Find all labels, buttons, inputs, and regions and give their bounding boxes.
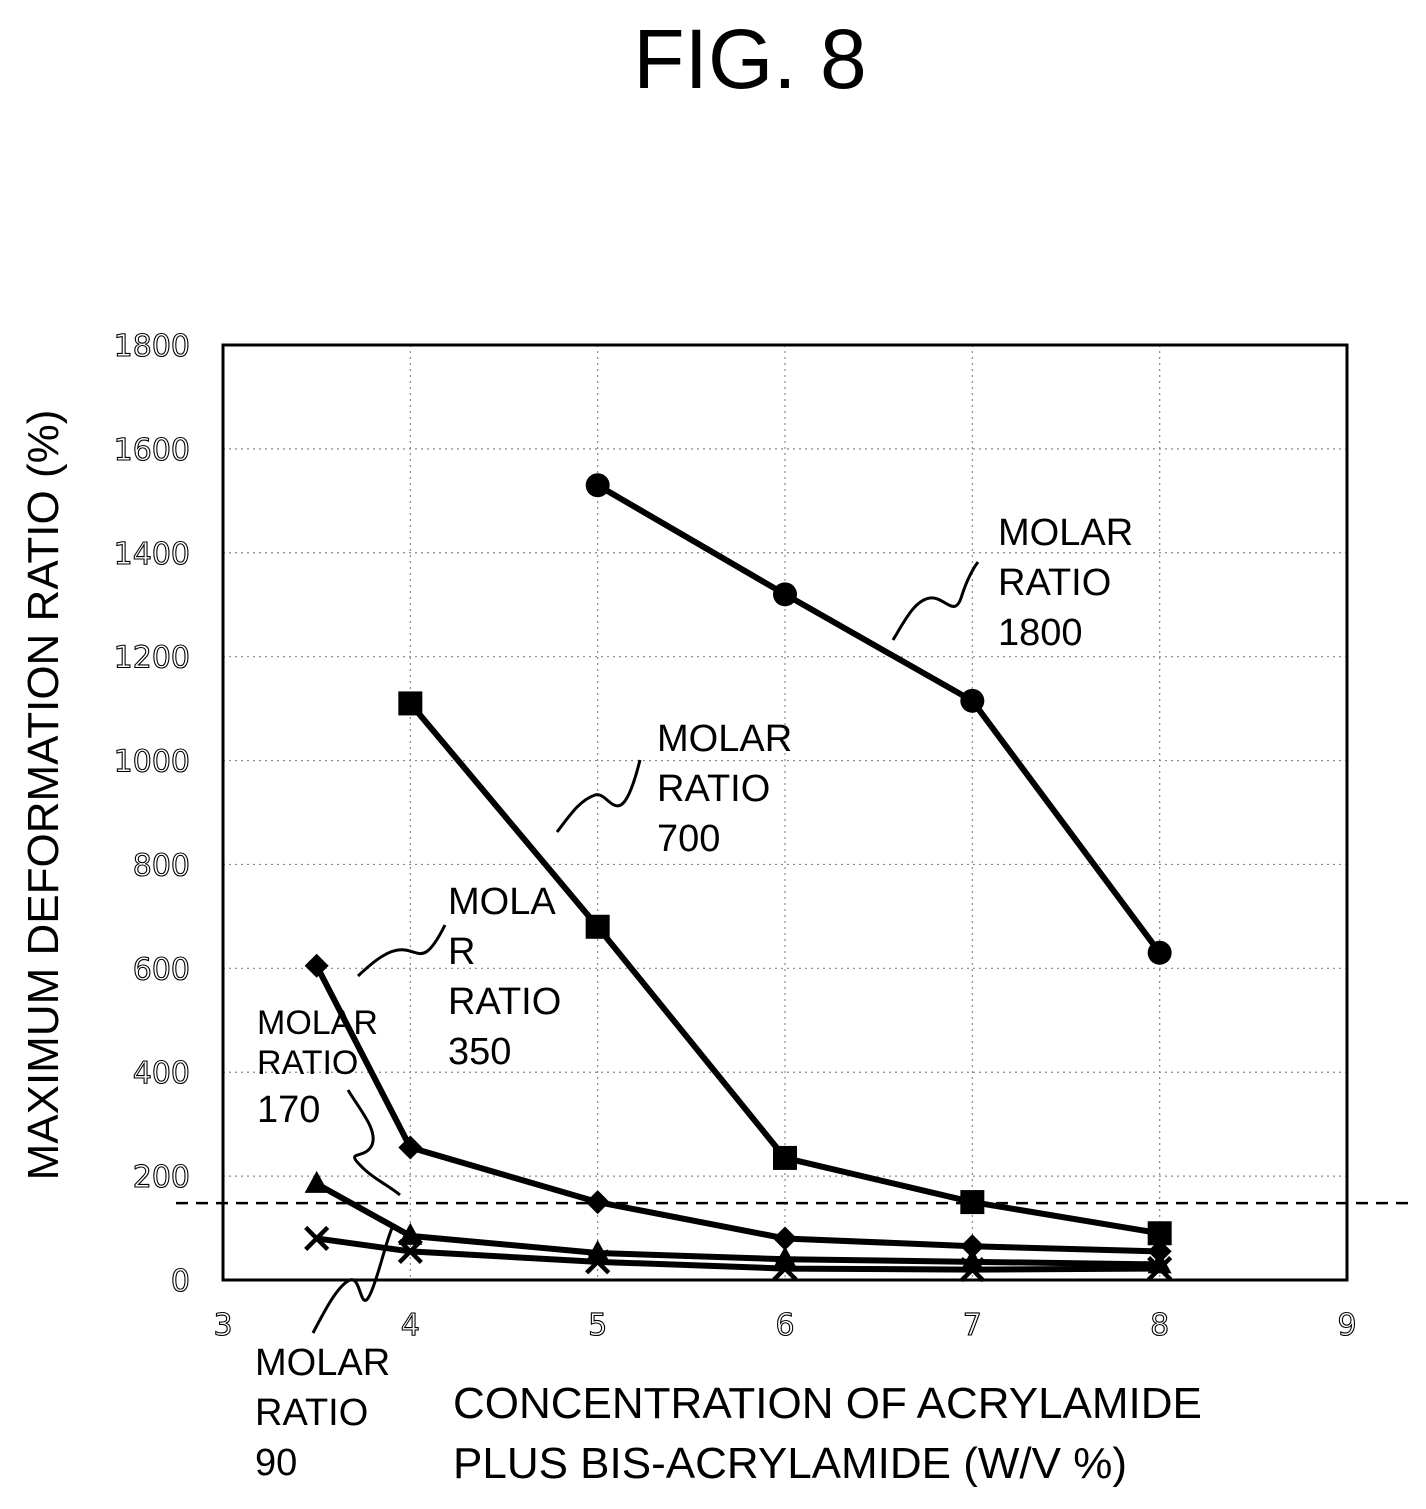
data-point-x xyxy=(304,1225,330,1252)
leader-line-1800 xyxy=(891,561,980,641)
series-diamond xyxy=(304,953,1172,1264)
x-tick-label: 9 xyxy=(1337,1308,1356,1343)
data-point-circle xyxy=(773,582,797,607)
y-tick-label: 1200 xyxy=(114,641,190,676)
annotation-350-line-4: 350 xyxy=(448,1031,511,1073)
data-point-diamond xyxy=(304,953,329,978)
data-point-x xyxy=(772,1255,798,1282)
data-point-diamond xyxy=(585,1190,610,1215)
annotation-700-line-1: MOLAR xyxy=(657,718,792,760)
annotation-350-line-1: MOLA xyxy=(448,881,556,923)
annotation-molar-ratio-170: MOLAR RATIO 170 xyxy=(257,1004,378,1131)
x-axis-label-line-2: PLUS BIS-ACRYLAMIDE (W/V %) xyxy=(453,1439,1127,1488)
annotation-700-line-3: 700 xyxy=(657,818,720,860)
y-tick-label: 800 xyxy=(133,848,190,883)
y-tick-label: 0 xyxy=(171,1264,190,1299)
y-tick-label: 1600 xyxy=(114,433,190,468)
data-point-square xyxy=(585,914,610,939)
x-tick-label: 8 xyxy=(1150,1308,1169,1343)
annotation-90-line-2: RATIO xyxy=(255,1392,368,1434)
annotation-1800-line-3: 1800 xyxy=(998,612,1083,654)
data-point-diamond xyxy=(398,1135,423,1160)
annotation-molar-ratio-90: MOLAR RATIO 90 xyxy=(255,1342,390,1484)
data-point-triangle xyxy=(398,1222,423,1245)
data-point-square xyxy=(773,1145,797,1170)
x-axis-label-line-1: CONCENTRATION OF ACRYLAMIDE xyxy=(453,1379,1202,1428)
leader-line-170 xyxy=(346,1089,401,1197)
data-point-triangle xyxy=(304,1170,329,1193)
series-layer xyxy=(304,473,1173,1283)
annotation-350-line-2: R xyxy=(448,931,475,973)
data-point-x xyxy=(959,1257,985,1283)
annotation-molar-ratio-700: MOLAR RATIO 700 xyxy=(657,718,792,860)
annotation-90-line-3: 90 xyxy=(255,1442,297,1484)
annotation-1800-line-1: MOLAR xyxy=(998,512,1133,554)
annotation-molar-ratio-350: MOLA R RATIO 350 xyxy=(448,881,561,1073)
data-point-square xyxy=(398,691,423,716)
annotation-350-line-3: RATIO xyxy=(448,981,561,1023)
data-point-diamond xyxy=(773,1226,797,1251)
y-tick-label: 600 xyxy=(133,952,190,987)
x-tick-label: 3 xyxy=(213,1308,232,1343)
y-tick-label: 1800 xyxy=(114,329,190,364)
y-tick-label: 1000 xyxy=(114,745,190,780)
annotation-molar-ratio-1800: MOLAR RATIO 1800 xyxy=(998,512,1133,654)
annotation-170-line-3: 170 xyxy=(257,1089,320,1131)
series-line-triangle xyxy=(315,1181,1160,1268)
x-tick-label: 6 xyxy=(775,1308,794,1343)
series-line-diamond xyxy=(313,964,1160,1255)
series-line-circle xyxy=(596,482,1163,955)
data-point-circle xyxy=(585,473,610,498)
annotation-170-line-2: RATIO xyxy=(257,1044,358,1082)
x-tick-label: 7 xyxy=(963,1308,982,1343)
gridlines xyxy=(223,345,1347,1280)
data-point-diamond xyxy=(960,1234,985,1259)
annotation-700-line-2: RATIO xyxy=(657,768,770,810)
series-triangle xyxy=(304,1170,1172,1274)
leader-line-700 xyxy=(555,759,642,833)
plot-area-frame xyxy=(221,343,1349,1282)
leader-line-90 xyxy=(311,1227,394,1334)
data-point-circle xyxy=(1147,940,1172,965)
annotation-90-line-1: MOLAR xyxy=(255,1342,390,1384)
series-square xyxy=(398,691,1172,1246)
data-point-square xyxy=(960,1190,985,1215)
series-line-x xyxy=(316,1235,1160,1273)
y-tick-label: 400 xyxy=(133,1056,190,1091)
series-circle xyxy=(585,473,1172,965)
y-axis-tick-labels: 0 200 400 600 800 1000 1200 1400 1600 1800 xyxy=(113,328,190,1299)
annotation-1800-line-2: RATIO xyxy=(998,562,1111,604)
x-tick-label: 4 xyxy=(401,1308,420,1343)
y-tick-label: 200 xyxy=(133,1160,190,1195)
x-axis-tick-labels: 3 4 5 6 7 8 9 xyxy=(213,1307,1357,1343)
y-axis-label: MAXIMUM DEFORMATION RATIO (%) xyxy=(19,410,68,1181)
series-x xyxy=(304,1225,1173,1283)
data-point-x xyxy=(397,1238,423,1265)
data-point-circle xyxy=(960,688,985,713)
data-point-x xyxy=(1147,1255,1173,1282)
data-point-x xyxy=(585,1249,611,1275)
leader-line-350 xyxy=(356,924,447,978)
annotation-170-line-1: MOLAR xyxy=(257,1004,378,1042)
figure-title: FIG. 8 xyxy=(633,12,866,106)
y-tick-label: 1400 xyxy=(114,537,190,572)
x-tick-label: 5 xyxy=(588,1308,607,1343)
